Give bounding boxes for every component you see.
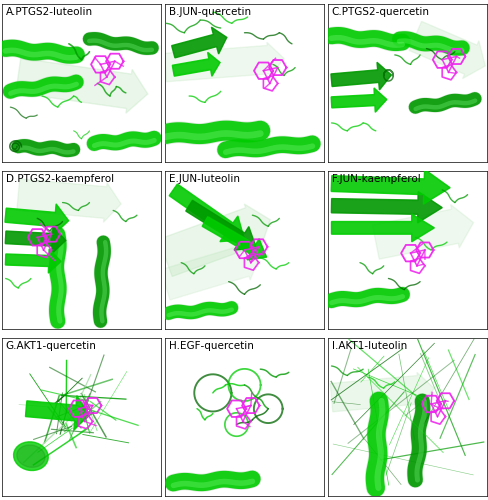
FancyArrow shape bbox=[330, 171, 449, 202]
FancyArrow shape bbox=[331, 215, 433, 240]
FancyArrow shape bbox=[25, 397, 89, 429]
Text: G.AKT1-quercetin: G.AKT1-quercetin bbox=[5, 340, 96, 350]
FancyArrow shape bbox=[329, 372, 433, 412]
FancyArrow shape bbox=[172, 52, 220, 76]
FancyArrow shape bbox=[16, 58, 147, 113]
FancyArrow shape bbox=[5, 249, 61, 273]
Text: I.AKT1-luteolin: I.AKT1-luteolin bbox=[331, 340, 406, 350]
Text: C.PTGS2-quercetin: C.PTGS2-quercetin bbox=[331, 8, 428, 18]
Ellipse shape bbox=[17, 445, 45, 468]
Text: D.PTGS2-kaempferol: D.PTGS2-kaempferol bbox=[5, 174, 114, 184]
FancyArrow shape bbox=[169, 185, 244, 240]
FancyArrow shape bbox=[5, 227, 65, 252]
FancyArrow shape bbox=[169, 184, 244, 242]
FancyArrow shape bbox=[5, 204, 68, 235]
FancyArrow shape bbox=[372, 204, 472, 259]
FancyArrow shape bbox=[171, 27, 226, 58]
FancyArrow shape bbox=[25, 396, 89, 430]
Text: B.JUN-quercetin: B.JUN-quercetin bbox=[168, 8, 250, 18]
Text: A.PTGS2-luteolin: A.PTGS2-luteolin bbox=[5, 8, 93, 18]
Text: F.JUN-kaempferol: F.JUN-kaempferol bbox=[331, 174, 419, 184]
FancyArrow shape bbox=[331, 192, 441, 223]
FancyArrow shape bbox=[158, 204, 270, 277]
FancyArrow shape bbox=[172, 28, 226, 57]
FancyArrow shape bbox=[5, 206, 68, 234]
FancyArrow shape bbox=[161, 242, 259, 300]
FancyArrow shape bbox=[330, 170, 449, 204]
FancyArrow shape bbox=[331, 193, 441, 222]
Text: E.JUN-luteolin: E.JUN-luteolin bbox=[168, 174, 239, 184]
FancyArrow shape bbox=[330, 64, 390, 88]
FancyArrow shape bbox=[185, 200, 256, 250]
Ellipse shape bbox=[14, 442, 48, 470]
FancyArrow shape bbox=[202, 218, 266, 259]
FancyArrow shape bbox=[186, 201, 256, 249]
FancyArrow shape bbox=[5, 226, 65, 254]
FancyArrow shape bbox=[330, 89, 386, 111]
FancyArrow shape bbox=[164, 42, 284, 82]
FancyArrow shape bbox=[408, 22, 484, 78]
FancyArrow shape bbox=[17, 179, 121, 222]
FancyArrow shape bbox=[202, 216, 266, 260]
FancyArrow shape bbox=[331, 214, 433, 242]
FancyArrow shape bbox=[330, 88, 386, 112]
FancyArrow shape bbox=[172, 54, 220, 76]
FancyArrow shape bbox=[330, 62, 390, 90]
FancyArrow shape bbox=[5, 250, 61, 272]
Text: H.EGF-quercetin: H.EGF-quercetin bbox=[168, 340, 253, 350]
